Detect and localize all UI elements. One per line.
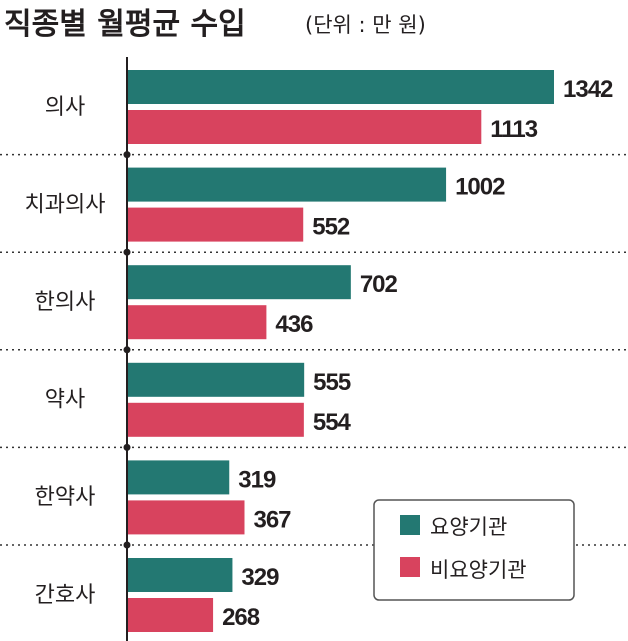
value-label: 367 [253,506,291,533]
bar-care-institution [128,460,230,495]
bar-care-institution [128,558,233,592]
value-label: 702 [360,271,398,298]
value-label: 555 [313,369,351,396]
legend: 요양기관 비요양기관 [373,499,575,601]
bar-non-care-institution [128,110,482,144]
bar-non-care-institution [128,402,304,437]
legend-label: 요양기관 [430,515,507,539]
bar-care-institution [128,167,447,202]
value-label: 1002 [455,174,505,201]
bar-care-institution [128,265,351,300]
chart-title: 직종별 월평균 수입 [4,7,246,42]
category-label: 한약사 [35,485,96,510]
bar-non-care-institution [128,207,304,242]
category-label: 치과의사 [25,192,106,217]
legend-swatch-red [400,557,420,577]
bar-non-care-institution [128,598,214,632]
value-label: 1342 [563,76,613,103]
category-label: 한의사 [35,290,96,315]
unit-label: (단위 : 만 원) [305,13,426,37]
bar-care-institution [128,362,305,397]
value-label: 554 [313,409,352,436]
category-label: 약사 [45,388,85,413]
bar-care-institution [128,70,554,104]
value-label: 436 [275,311,313,338]
category-label: 간호사 [35,583,96,608]
legend-box [373,499,575,601]
bar-non-care-institution [128,500,245,535]
value-label: 268 [222,604,260,631]
value-label: 319 [238,466,276,493]
value-label: 1113 [490,116,537,143]
legend-label: 비요양기관 [430,558,527,582]
legend-swatch-teal [400,515,420,535]
bar-non-care-institution [128,305,267,340]
value-label: 329 [241,564,279,591]
category-label: 의사 [45,95,85,120]
value-label: 552 [312,214,350,241]
